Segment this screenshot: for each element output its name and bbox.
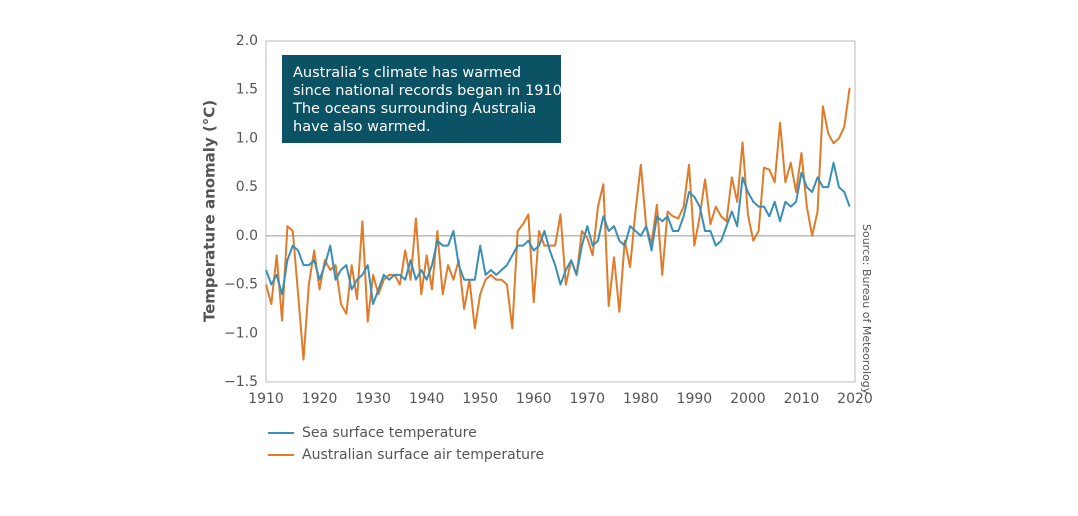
x-tick-label: 1980: [623, 391, 659, 407]
legend-label: Sea surface temperature: [302, 425, 477, 441]
y-tick-label: 1.0: [236, 130, 258, 146]
x-tick-label: 2020: [837, 391, 873, 407]
annotation-line: since national records began in 1910.: [293, 83, 566, 99]
annotation-line: The oceans surrounding Australia: [292, 101, 536, 117]
x-tick-label: 2000: [730, 391, 766, 407]
legend-label: Australian surface air temperature: [302, 447, 544, 463]
y-axis-label: Temperature anomaly (°C): [201, 100, 219, 322]
y-tick-label: 0.0: [236, 228, 258, 244]
x-tick-label: 1950: [462, 391, 498, 407]
x-tick-label: 1910: [248, 391, 284, 407]
annotation-line: have also warmed.: [293, 119, 430, 135]
x-tick-label: 1920: [302, 391, 338, 407]
x-tick-label: 2010: [784, 391, 820, 407]
x-tick-label: 1970: [569, 391, 605, 407]
series-line: [265, 161, 851, 306]
x-tick-label: 1960: [516, 391, 552, 407]
annotation-box: [282, 55, 561, 143]
annotation-line: Australia’s climate has warmed: [293, 65, 521, 81]
x-tick-label: 1940: [409, 391, 445, 407]
source-note: Source: Bureau of Meteorology: [860, 224, 873, 395]
x-tick-label: 1990: [677, 391, 713, 407]
x-tick-label: 1930: [355, 391, 391, 407]
y-tick-label: −0.5: [224, 277, 258, 293]
series-line: [265, 87, 851, 361]
plot-frame: [265, 40, 856, 383]
y-tick-label: 2.0: [236, 33, 258, 49]
y-tick-label: −1.5: [224, 374, 258, 390]
y-tick-label: 1.5: [236, 82, 258, 98]
y-tick-label: 0.5: [236, 179, 258, 195]
y-tick-label: −1.0: [224, 325, 258, 341]
